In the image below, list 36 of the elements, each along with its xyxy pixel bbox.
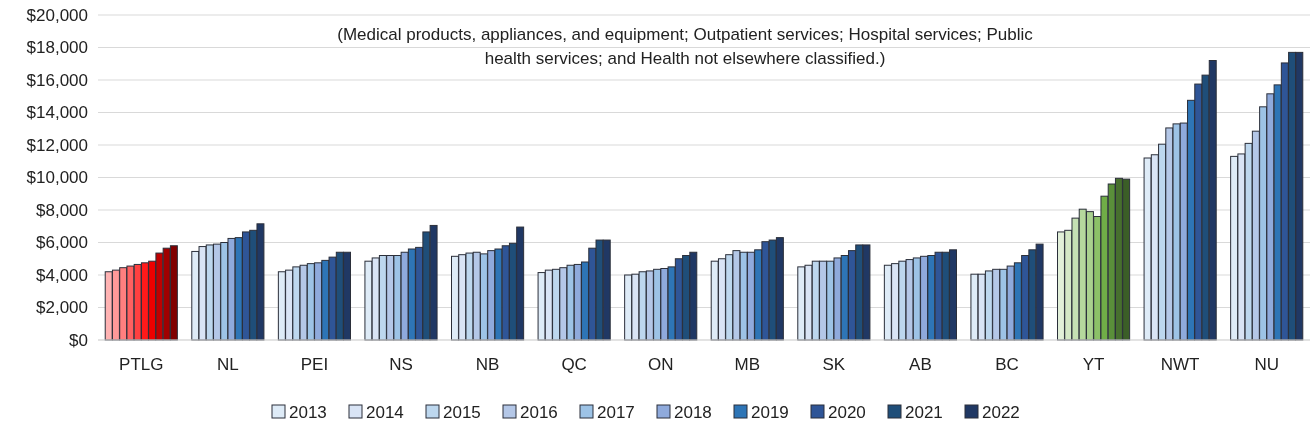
legend-label: 2020 [828, 402, 866, 422]
legend-label: 2021 [905, 402, 943, 422]
y-tick-label: $20,000 [26, 5, 88, 25]
y-tick-label: $18,000 [26, 38, 88, 58]
y-tick-label: $2,000 [36, 298, 88, 318]
annotation: (Medical products, appliances, and equipment; Outpatient services; Hospital services; Public health services; and Health not elsewhere classified.) [337, 25, 1034, 68]
x-tick-label: PTLG [119, 355, 164, 374]
x-tick-label: NU [1254, 355, 1279, 374]
y-tick-label: $0 [69, 330, 88, 350]
x-tick-label: SK [822, 355, 846, 374]
legend-label: 2019 [751, 402, 789, 422]
x-tick-label: NL [216, 355, 239, 374]
x-tick-label: NB [475, 355, 500, 374]
x-tick-label: NS [389, 355, 413, 374]
legend-label: 2016 [520, 402, 558, 422]
x-tick-label: PEI [300, 355, 329, 374]
x-tick-label: BC [995, 355, 1019, 374]
legend-label: 2018 [674, 402, 712, 422]
y-tick-label: $12,000 [26, 135, 88, 155]
y-tick-label: $8,000 [36, 200, 88, 220]
legend-label: 2013 [289, 402, 327, 422]
y-tick-label: $4,000 [36, 265, 88, 285]
x-tick-label: NWT [1160, 355, 1200, 374]
x-tick-label: AB [909, 355, 932, 374]
y-tick-label: $14,000 [26, 103, 88, 123]
y-tick-label: $10,000 [26, 168, 88, 188]
legend-label: 2017 [597, 402, 635, 422]
x-tick-label: QC [561, 355, 587, 374]
x-tick-label: MB [734, 355, 761, 374]
y-tick-label: $16,000 [26, 70, 88, 90]
x-tick-label: YT [1082, 355, 1105, 374]
legend-label: 2022 [982, 402, 1020, 422]
y-tick-label: $6,000 [36, 233, 88, 253]
legend-label: 2014 [366, 402, 404, 422]
x-tick-label: ON [647, 355, 674, 374]
legend-label: 2015 [443, 402, 481, 422]
